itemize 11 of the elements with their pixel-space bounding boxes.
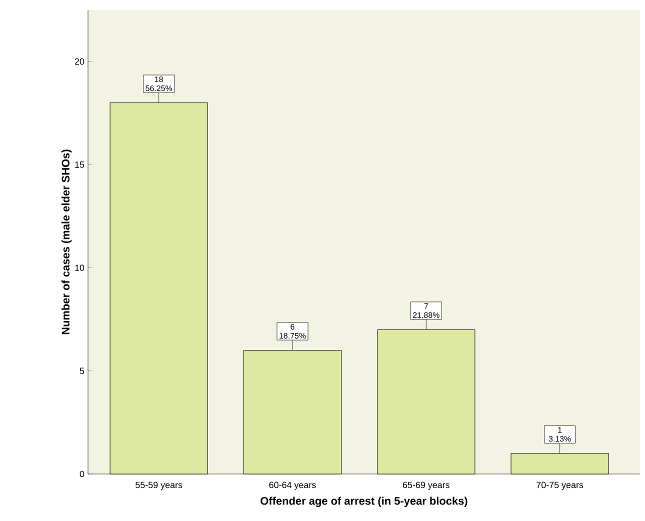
y-tick-label: 0: [80, 470, 84, 478]
y-tick-label: 15: [75, 162, 84, 168]
x-axis-title: Offender age of arrest (in 5-year blocks): [260, 496, 468, 508]
x-tick-label: 55-59 years: [136, 482, 182, 490]
x-tick-label: 65-69 years: [402, 482, 450, 490]
y-tick-label: 5: [80, 368, 84, 374]
x-tick-label: 60-64 years: [269, 482, 316, 490]
y-tick-label: 10: [75, 264, 84, 271]
x-tick-label: 70-75 years: [536, 482, 584, 490]
y-axis-title: Number of cases (male elder SHOs): [61, 150, 72, 334]
y-tick-label: 20: [74, 58, 84, 65]
